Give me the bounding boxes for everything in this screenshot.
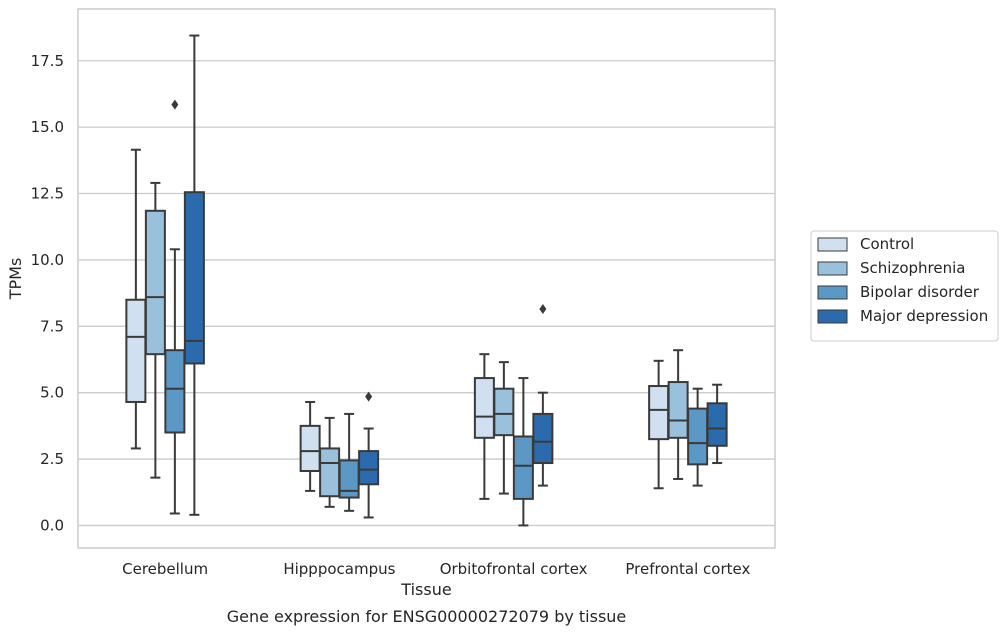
iqr-box [493,387,515,437]
legend-swatch [817,285,848,300]
box-groups [125,34,728,527]
box-schizophrenia [493,361,515,495]
box-control [299,400,321,492]
box-control [125,148,147,450]
box-bipolar-disorder [512,377,534,527]
iqr-box [667,381,689,439]
box-control [473,353,495,500]
x-tick-label: Orbitofrontal cortex [440,560,588,578]
box-bipolar-disorder [687,387,709,487]
iqr-box [532,412,554,465]
box-schizophrenia [667,349,689,480]
y-axis-title: TPMs [6,258,25,301]
x-tick-labels: Cerebellum Hipppocampus Orbitofrontal cort… [122,560,750,578]
box-control [648,359,670,490]
y-tick-label: 2.5 [40,450,64,468]
y-tick-labels: 0.0 2.5 5.0 7.5 10.0 12.5 15.0 17.5 [31,52,64,535]
legend-label: Schizophrenia [860,259,965,277]
x-tick-label: Cerebellum [122,560,208,578]
box-bipolar-disorder [338,412,360,512]
box-major-depression [183,34,205,516]
gridlines [78,60,775,527]
y-tick-label: 10.0 [31,251,64,269]
y-tick-label: 7.5 [40,317,64,335]
legend-label: Bipolar disorder [860,283,980,301]
box-schizophrenia [144,181,166,479]
iqr-box [512,435,534,500]
iqr-box [648,385,670,441]
y-tick-label: 15.0 [31,118,64,136]
outlier-point [171,99,179,110]
legend-swatch [817,261,848,276]
iqr-box [164,349,186,434]
legend-label: Control [860,235,914,253]
x-tick-label: Hipppocampus [283,560,395,578]
iqr-box [299,424,321,472]
iqr-box [144,209,166,356]
legend-frame [810,230,999,342]
legend: Control Schizophrenia Bipolar disorder Majo… [810,230,999,342]
iqr-box [319,447,341,498]
x-tick-label: Prefrontal cortex [625,560,750,578]
x-axis-title: Tissue [400,580,451,599]
box-bipolar-disorder [164,99,186,515]
y-tick-label: 5.0 [40,384,64,402]
iqr-box [687,407,709,466]
legend-swatch [817,309,848,324]
iqr-box [473,377,495,439]
iqr-box [338,459,360,499]
outlier-point [539,304,547,315]
legend-swatch [817,237,848,252]
plot-frame [77,8,776,549]
y-tick-label: 17.5 [31,52,64,70]
iqr-box [125,298,147,403]
box-major-depression [532,304,554,487]
y-tick-label: 0.0 [40,516,64,534]
legend-label: Major depression [860,307,988,325]
chart-caption: Gene expression for ENSG00000272079 by t… [227,607,627,626]
iqr-box [183,191,205,365]
box-major-depression [358,391,380,519]
box-major-depression [706,383,728,465]
outlier-point [365,391,373,402]
iqr-box [358,450,380,486]
iqr-box [706,402,728,447]
box-schizophrenia [319,416,341,508]
y-tick-label: 12.5 [31,185,64,203]
